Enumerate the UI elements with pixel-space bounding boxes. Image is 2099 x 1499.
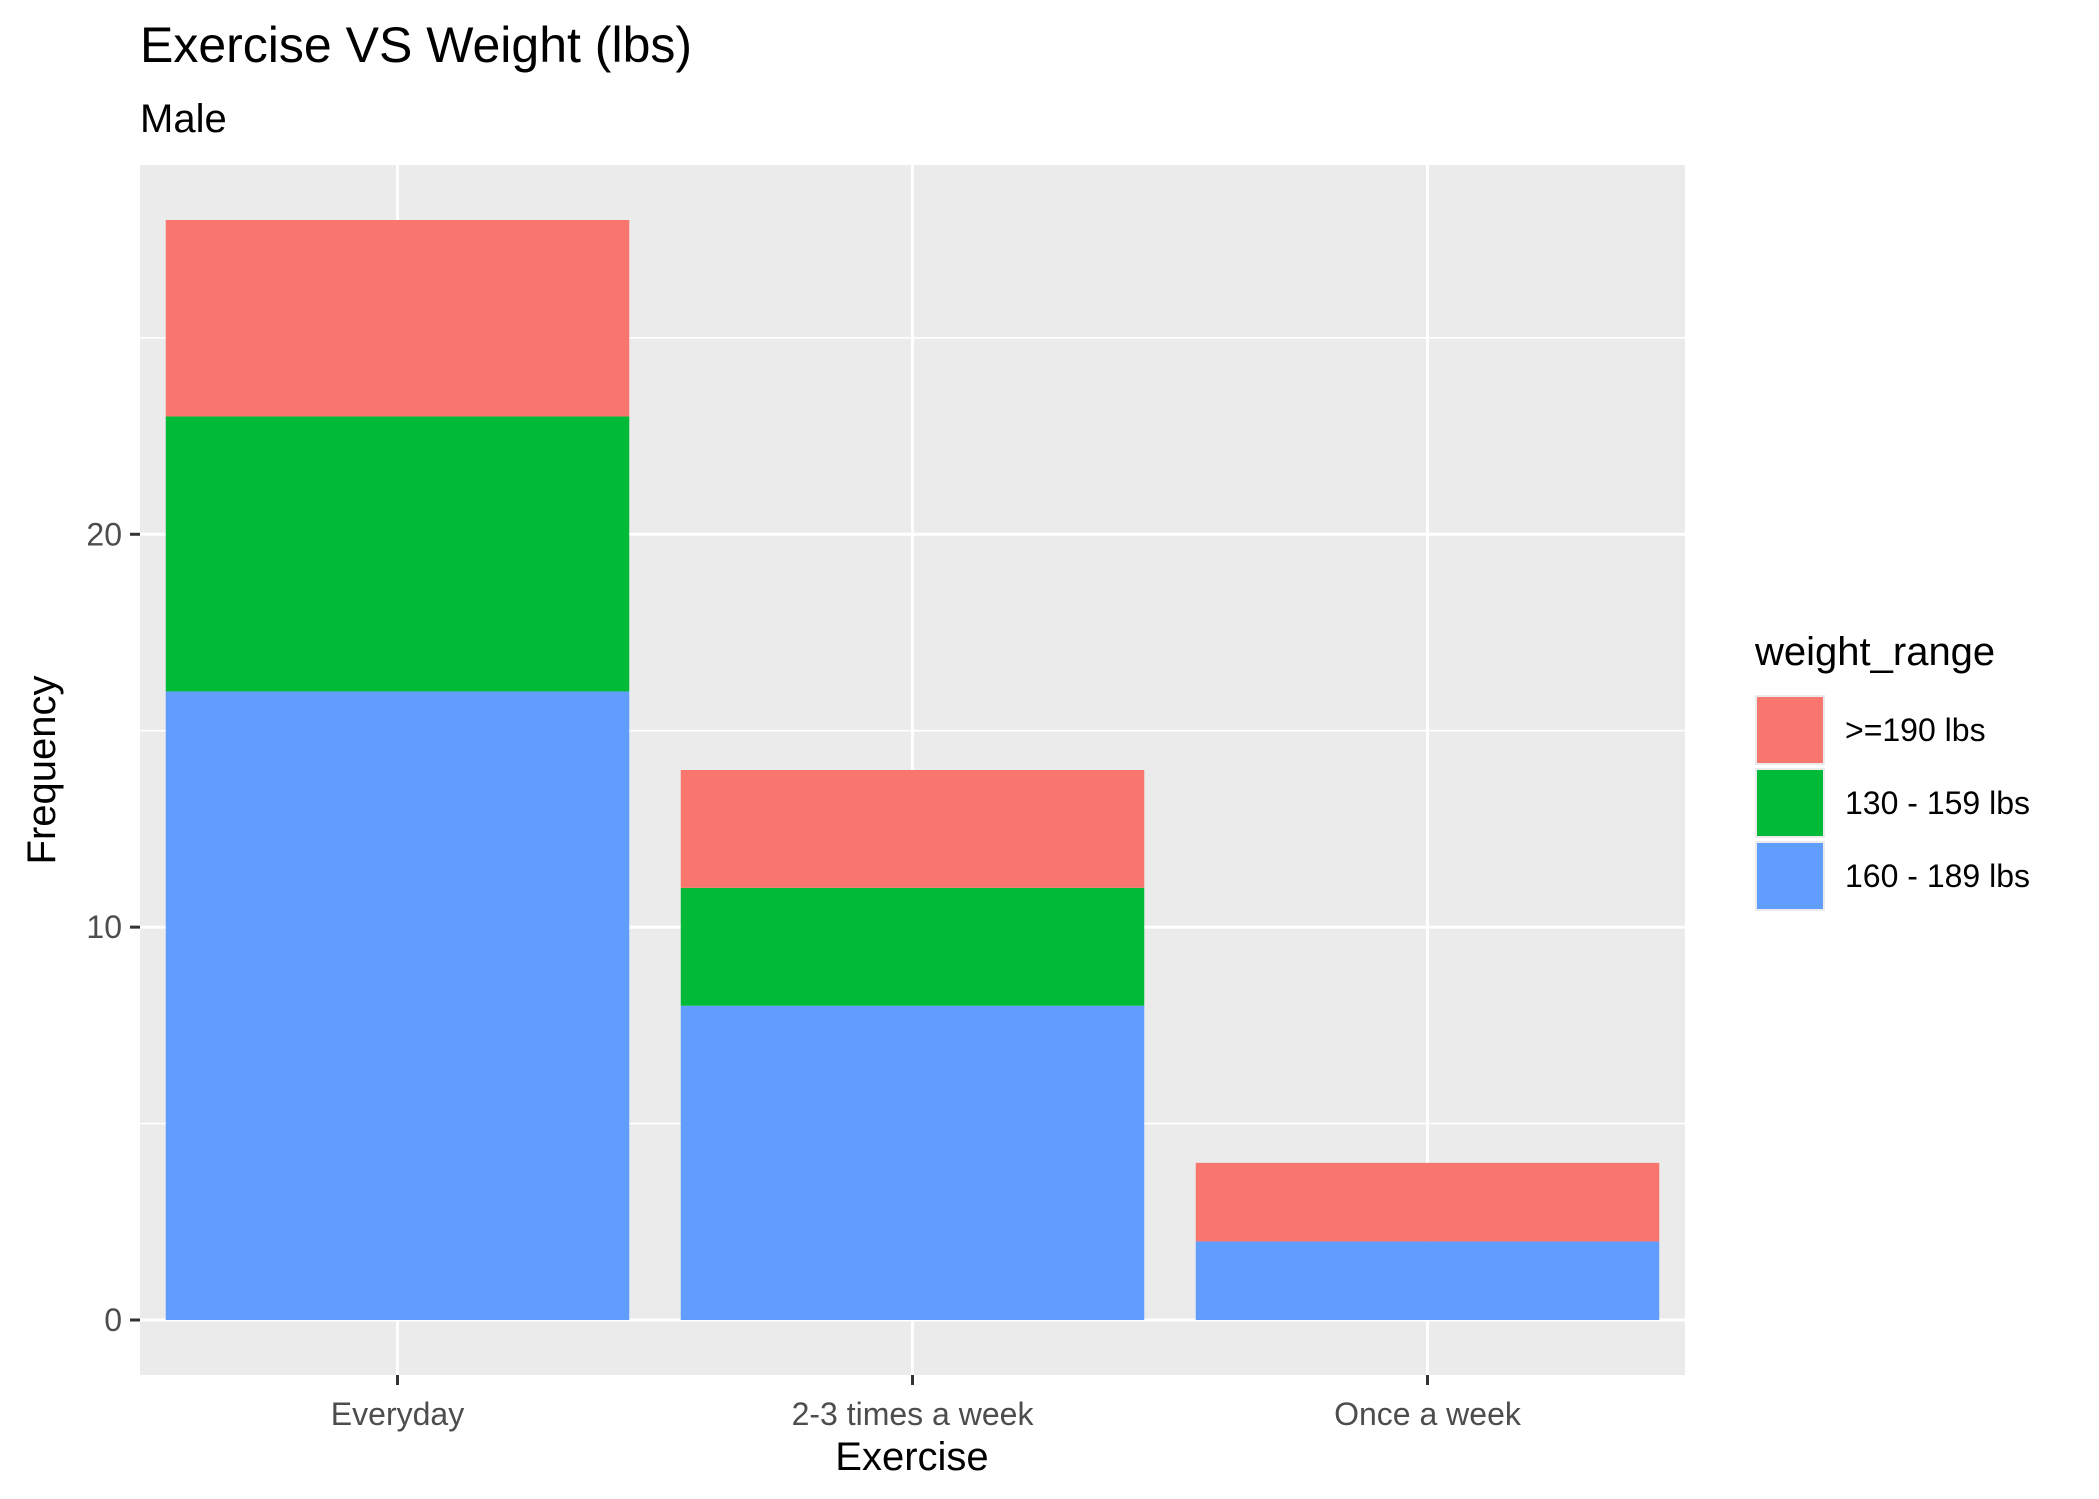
bar-segment [1195,1241,1660,1320]
bar-segment [165,691,630,1320]
bars [165,220,1660,1320]
bar-segment [1195,1162,1660,1242]
bar-segment [680,770,1145,888]
legend-title: weight_range [1754,630,1995,674]
bar-segment [680,887,1145,1006]
y-tick-label: 10 [86,909,122,945]
legend: weight_range >=190 lbs 130 - 159 lbs 160 -… [1754,630,2030,911]
chart-subtitle: Male [140,97,227,141]
bar-segment [680,1005,1145,1320]
legend-swatch [1757,843,1823,909]
x-tick-label: 2-3 times a week [792,1396,1035,1432]
bar-segment [165,220,630,417]
legend-swatch [1757,770,1823,836]
legend-label: 130 - 159 lbs [1845,785,2030,821]
chart-title: Exercise VS Weight (lbs) [140,17,692,73]
legend-label: 160 - 189 lbs [1845,858,2030,894]
x-tick-label: Everyday [331,1396,464,1432]
x-axis: Everyday 2-3 times a week Once a week [331,1375,1522,1432]
legend-label: >=190 lbs [1845,712,1986,748]
y-tick-label: 20 [86,516,122,552]
x-tick-label: Once a week [1334,1396,1522,1432]
y-axis: 0 10 20 [86,516,140,1338]
x-axis-title: Exercise [835,1435,988,1479]
legend-items: >=190 lbs 130 - 159 lbs 160 - 189 lbs [1755,695,2030,911]
legend-swatch [1757,697,1823,763]
y-tick-label: 0 [104,1302,122,1338]
bar-segment [165,416,630,692]
y-axis-title: Frequency [20,676,64,865]
